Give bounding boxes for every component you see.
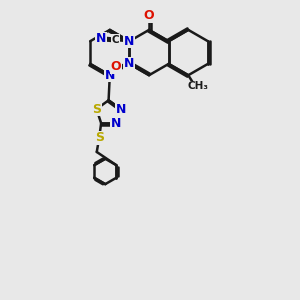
Text: CH₃: CH₃ (188, 81, 208, 91)
Text: N: N (124, 35, 135, 48)
Text: O: O (144, 9, 154, 22)
Text: N: N (111, 117, 121, 130)
Text: N: N (96, 32, 106, 45)
Text: S: S (92, 103, 101, 116)
Text: N: N (105, 69, 115, 82)
Text: N: N (124, 57, 135, 70)
Text: O: O (111, 60, 121, 73)
Text: S: S (95, 131, 104, 144)
Text: N: N (116, 103, 126, 116)
Text: C: C (112, 35, 119, 45)
